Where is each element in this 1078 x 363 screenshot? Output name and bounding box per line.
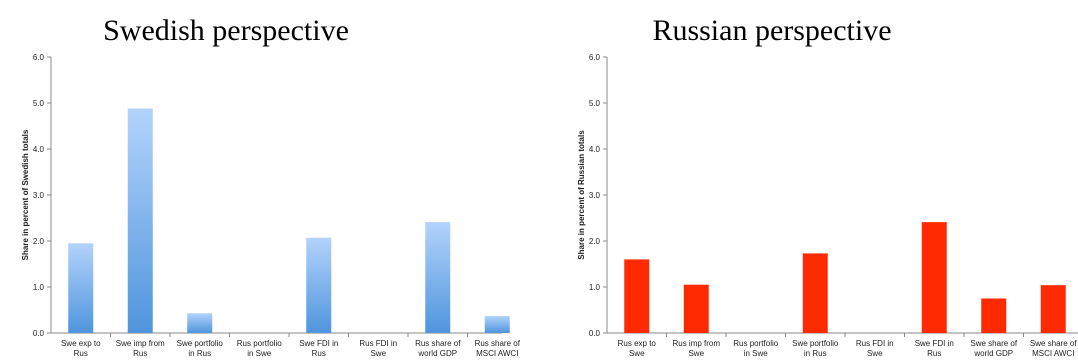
bar-swedish-4 <box>306 237 332 333</box>
y-tick-label: 4.0 <box>589 145 601 154</box>
y-tick-label: 1.0 <box>33 283 45 292</box>
bar-swedish-1 <box>127 108 153 334</box>
x-tick-label: Rus exp to Swe <box>618 339 657 358</box>
x-tick-label: Swe FDI in Rus <box>915 339 954 358</box>
y-tick-label: 6.0 <box>33 53 45 62</box>
x-tick-label: Rus imp from Swe <box>672 339 720 358</box>
y-tick-label: 0.0 <box>589 329 601 338</box>
bar-russian-1 <box>683 284 709 333</box>
x-tick-label: Rus portfolio in Swe <box>733 339 778 358</box>
russian-perspective-chart: Russian perspective Share in percent of R… <box>577 14 1078 358</box>
y-tick-label: 3.0 <box>33 191 45 200</box>
y-tick-label: 5.0 <box>589 99 601 108</box>
x-tick-label: Swe exp to Rus <box>61 339 101 358</box>
bar-russian-3 <box>802 253 828 333</box>
x-tick-label: Rus FDI in Swe <box>856 339 894 358</box>
bar-swedish-2 <box>187 313 213 333</box>
bar-russian-7 <box>1040 285 1066 333</box>
bar-russian-5 <box>921 222 947 333</box>
y-tick-label: 2.0 <box>33 237 45 246</box>
y-tick-label: 4.0 <box>33 145 45 154</box>
y-tick-label: 0.0 <box>33 329 45 338</box>
x-tick-label: Swe imp from Rus <box>116 339 165 358</box>
y-tick-label: 1.0 <box>589 283 601 292</box>
y-tick-label: 6.0 <box>589 53 601 62</box>
x-tick-label: Swe portfolio in Rus <box>177 339 224 358</box>
bar-swedish-6 <box>425 222 451 333</box>
chart-title: Swedish perspective <box>103 14 349 47</box>
y-axis-label: Share in percent of Swedish totals <box>21 129 30 260</box>
x-tick-label: Swe share of world GDP <box>970 339 1017 358</box>
x-tick-label: Rus share of world GDP <box>415 339 461 358</box>
x-tick-label: Rus FDI in Swe <box>359 339 397 358</box>
bar-russian-0 <box>624 259 650 333</box>
swedish-perspective-chart: Swedish perspective Share in percent of S… <box>21 14 521 358</box>
bar-russian-6 <box>981 298 1007 333</box>
bar-swedish-0 <box>68 243 94 333</box>
x-tick-label: Swe share of MSCI AWCI <box>1030 339 1077 358</box>
x-tick-label: Rus share of MSCI AWCI <box>475 339 521 358</box>
y-tick-label: 2.0 <box>589 237 601 246</box>
y-axis-label: Share in percent of Russian totals <box>577 130 586 260</box>
x-tick-label: Swe FDI in Rus <box>299 339 338 358</box>
x-tick-label: Swe portfolio in Rus <box>792 339 839 358</box>
y-tick-label: 5.0 <box>33 99 45 108</box>
x-tick-label: Rus portfolio in Swe <box>237 339 282 358</box>
bar-swedish-7 <box>484 315 510 333</box>
chart-title: Russian perspective <box>652 14 891 47</box>
y-tick-label: 3.0 <box>589 191 601 200</box>
